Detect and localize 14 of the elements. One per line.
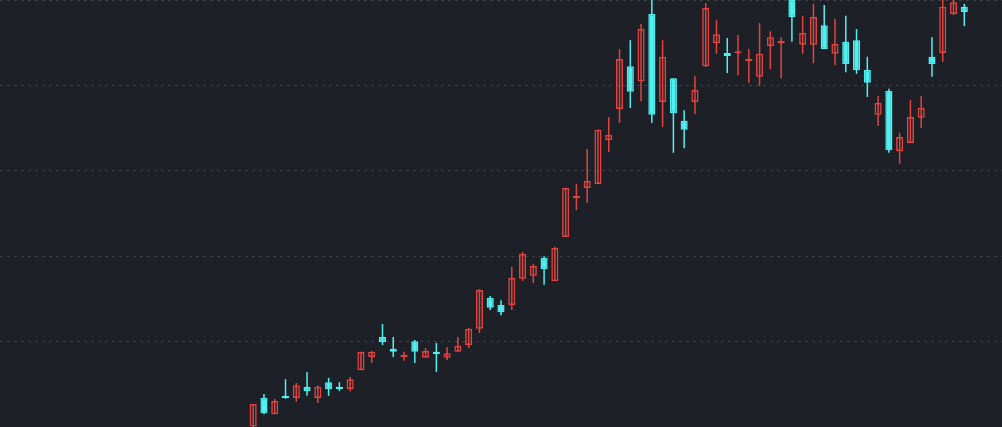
candlestick [281,378,290,400]
candlestick [928,36,936,78]
candlestick [820,4,828,50]
candlestick [260,393,268,415]
candlestick [378,323,387,346]
candlestick [626,39,634,109]
candlestick [788,0,796,43]
candlestick [540,255,548,286]
candlestick [594,129,602,185]
candlestick [357,351,365,371]
candlestick [303,371,311,397]
candlestick [680,109,688,149]
candlestick [842,15,850,73]
candlestick [863,56,871,98]
